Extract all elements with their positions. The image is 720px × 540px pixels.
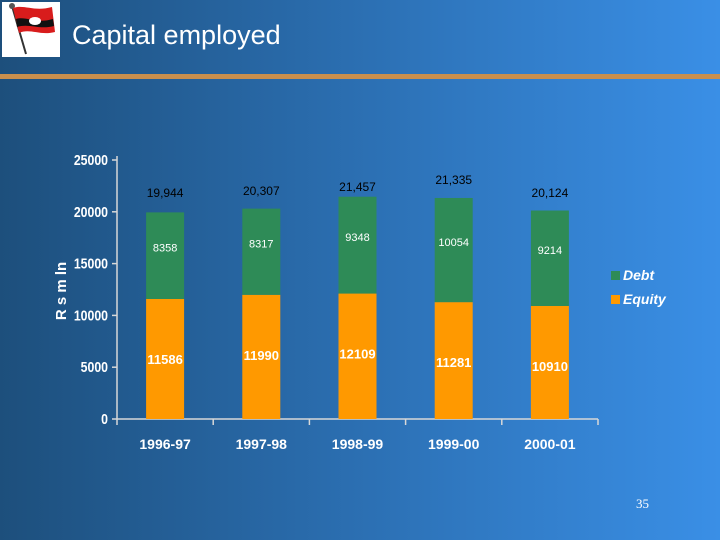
- bar-equity: [146, 298, 185, 419]
- y-axis-label: R s m ln: [53, 262, 70, 320]
- bar-equity: [530, 305, 569, 419]
- equity-value-label: 10910: [532, 359, 568, 374]
- bar-debt: [434, 197, 473, 303]
- chart-labels: 11586 8358 1996-97 19,944 11990 8317 1997-98 20…: [139, 173, 575, 452]
- x-tick-label: 1998-99: [332, 436, 384, 452]
- total-value-label: 21,457: [339, 180, 376, 194]
- x-tick-label: 1997-98: [236, 436, 288, 452]
- company-logo: [2, 2, 60, 57]
- page-number: 35: [636, 496, 649, 511]
- chart-bars: [146, 196, 569, 419]
- total-value-label: 20,124: [532, 186, 569, 200]
- y-tick-label: 25000: [74, 152, 109, 168]
- bar-equity: [338, 293, 377, 419]
- legend-label-debt: Debt: [623, 267, 655, 283]
- bar-debt: [242, 208, 281, 295]
- debt-value-label: 9214: [538, 245, 562, 257]
- debt-value-label: 9348: [345, 232, 369, 244]
- legend-swatch-debt: [611, 271, 620, 280]
- total-value-label: 21,335: [435, 173, 472, 187]
- chart-axes: 0 5000 10000 15000 20000 25000 R s m ln: [53, 152, 599, 427]
- debt-value-label: 10054: [438, 237, 469, 249]
- title-divider: [0, 74, 720, 79]
- y-tick-label: 20000: [74, 204, 109, 220]
- bar-debt: [146, 212, 185, 299]
- debt-value-label: 8317: [249, 239, 273, 251]
- equity-value-label: 12109: [339, 347, 375, 362]
- bar-equity: [242, 294, 281, 419]
- bar-debt: [338, 196, 377, 294]
- x-tick-label: 1996-97: [139, 436, 191, 452]
- y-tick-label: 5000: [81, 359, 109, 375]
- equity-value-label: 11586: [147, 352, 182, 367]
- chart-legend: Debt Equity: [611, 267, 667, 307]
- total-value-label: 20,307: [243, 184, 280, 198]
- bar-debt: [530, 210, 569, 306]
- total-value-label: 19,944: [147, 186, 184, 200]
- equity-value-label: 11990: [244, 348, 279, 363]
- bar-equity: [434, 302, 473, 419]
- y-tick-label: 0: [101, 411, 108, 427]
- slide-title: Capital employed: [72, 20, 281, 50]
- y-tick-label: 10000: [74, 307, 109, 323]
- legend-label-equity: Equity: [623, 291, 667, 307]
- x-tick-label: 2000-01: [524, 436, 576, 452]
- debt-value-label: 8358: [153, 243, 177, 255]
- equity-value-label: 11281: [436, 355, 471, 370]
- y-tick-label: 15000: [74, 255, 109, 271]
- x-tick-label: 1999-00: [428, 436, 480, 452]
- legend-swatch-equity: [611, 295, 620, 304]
